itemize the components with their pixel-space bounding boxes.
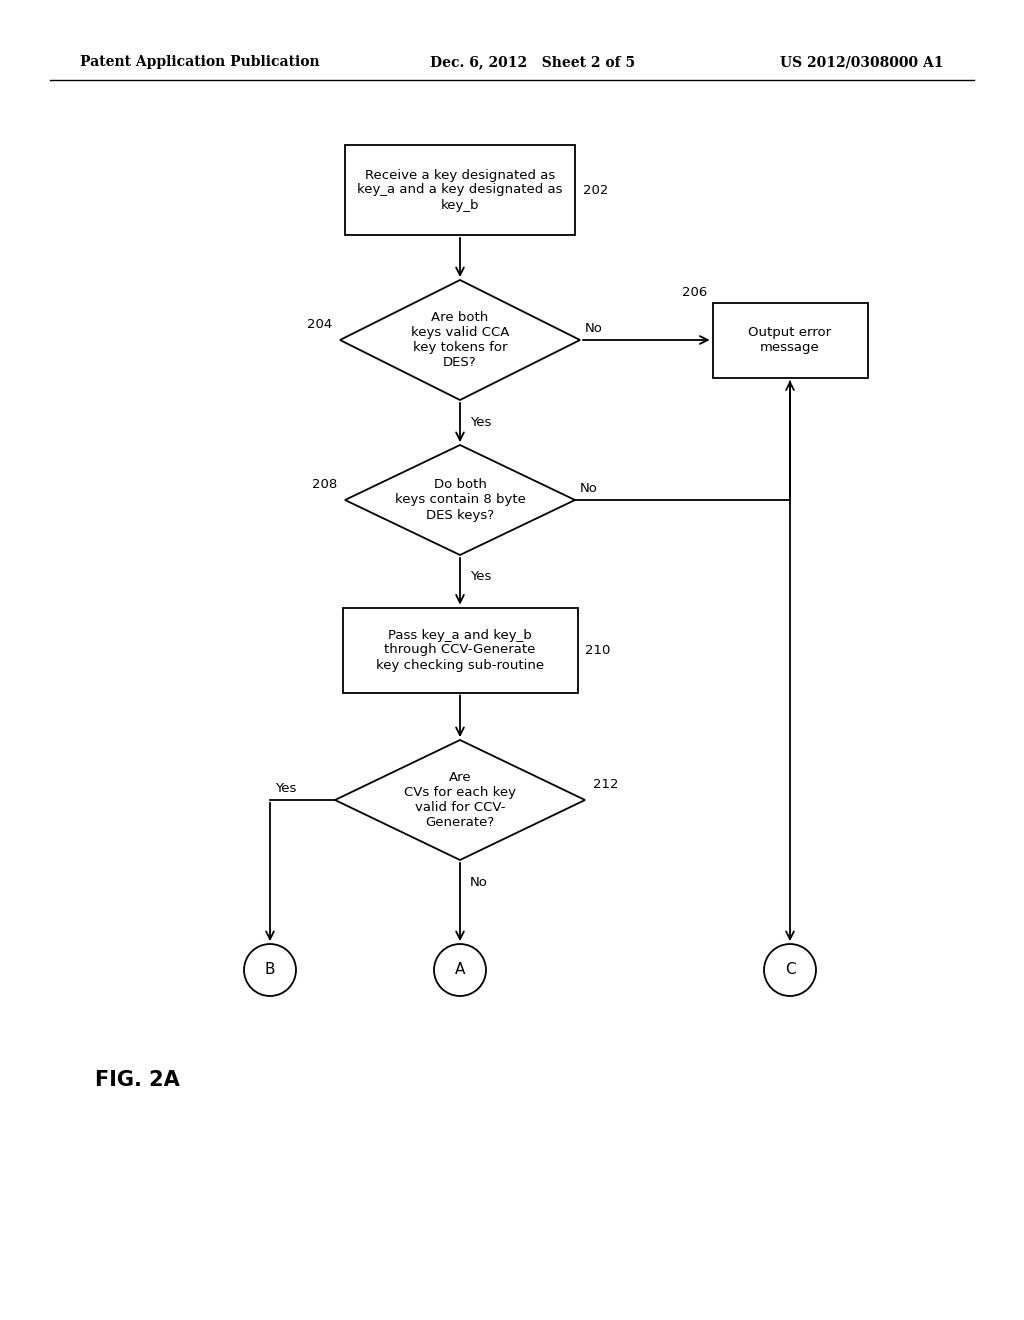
Text: Output error
message: Output error message: [749, 326, 831, 354]
Circle shape: [764, 944, 816, 997]
Text: 204: 204: [307, 318, 332, 331]
Polygon shape: [340, 280, 580, 400]
Text: Yes: Yes: [470, 570, 492, 583]
Text: No: No: [580, 482, 598, 495]
Text: Patent Application Publication: Patent Application Publication: [80, 55, 319, 69]
Polygon shape: [345, 445, 575, 554]
Text: 206: 206: [682, 285, 708, 298]
Text: Receive a key designated as
key_a and a key designated as
key_b: Receive a key designated as key_a and a …: [357, 169, 563, 211]
Text: Pass key_a and key_b
through CCV-Generate
key checking sub-routine: Pass key_a and key_b through CCV-Generat…: [376, 628, 544, 672]
Text: No: No: [470, 875, 487, 888]
Text: FIG. 2A: FIG. 2A: [95, 1071, 180, 1090]
Text: Are
CVs for each key
valid for CCV-
Generate?: Are CVs for each key valid for CCV- Gene…: [404, 771, 516, 829]
Text: Dec. 6, 2012   Sheet 2 of 5: Dec. 6, 2012 Sheet 2 of 5: [430, 55, 635, 69]
Circle shape: [434, 944, 486, 997]
Text: Do both
keys contain 8 byte
DES keys?: Do both keys contain 8 byte DES keys?: [394, 479, 525, 521]
Bar: [713, 302, 867, 378]
Text: Yes: Yes: [275, 781, 296, 795]
Text: No: No: [585, 322, 603, 334]
Bar: [345, 145, 575, 235]
Text: C: C: [784, 962, 796, 978]
Text: 208: 208: [311, 479, 337, 491]
Text: Yes: Yes: [470, 416, 492, 429]
Circle shape: [244, 944, 296, 997]
Text: 210: 210: [586, 644, 611, 656]
Text: 202: 202: [583, 183, 608, 197]
Bar: [342, 607, 578, 693]
Text: US 2012/0308000 A1: US 2012/0308000 A1: [780, 55, 943, 69]
Text: B: B: [265, 962, 275, 978]
Text: 212: 212: [593, 779, 618, 792]
Text: A: A: [455, 962, 465, 978]
Polygon shape: [335, 741, 585, 861]
Text: Are both
keys valid CCA
key tokens for
DES?: Are both keys valid CCA key tokens for D…: [411, 312, 509, 370]
